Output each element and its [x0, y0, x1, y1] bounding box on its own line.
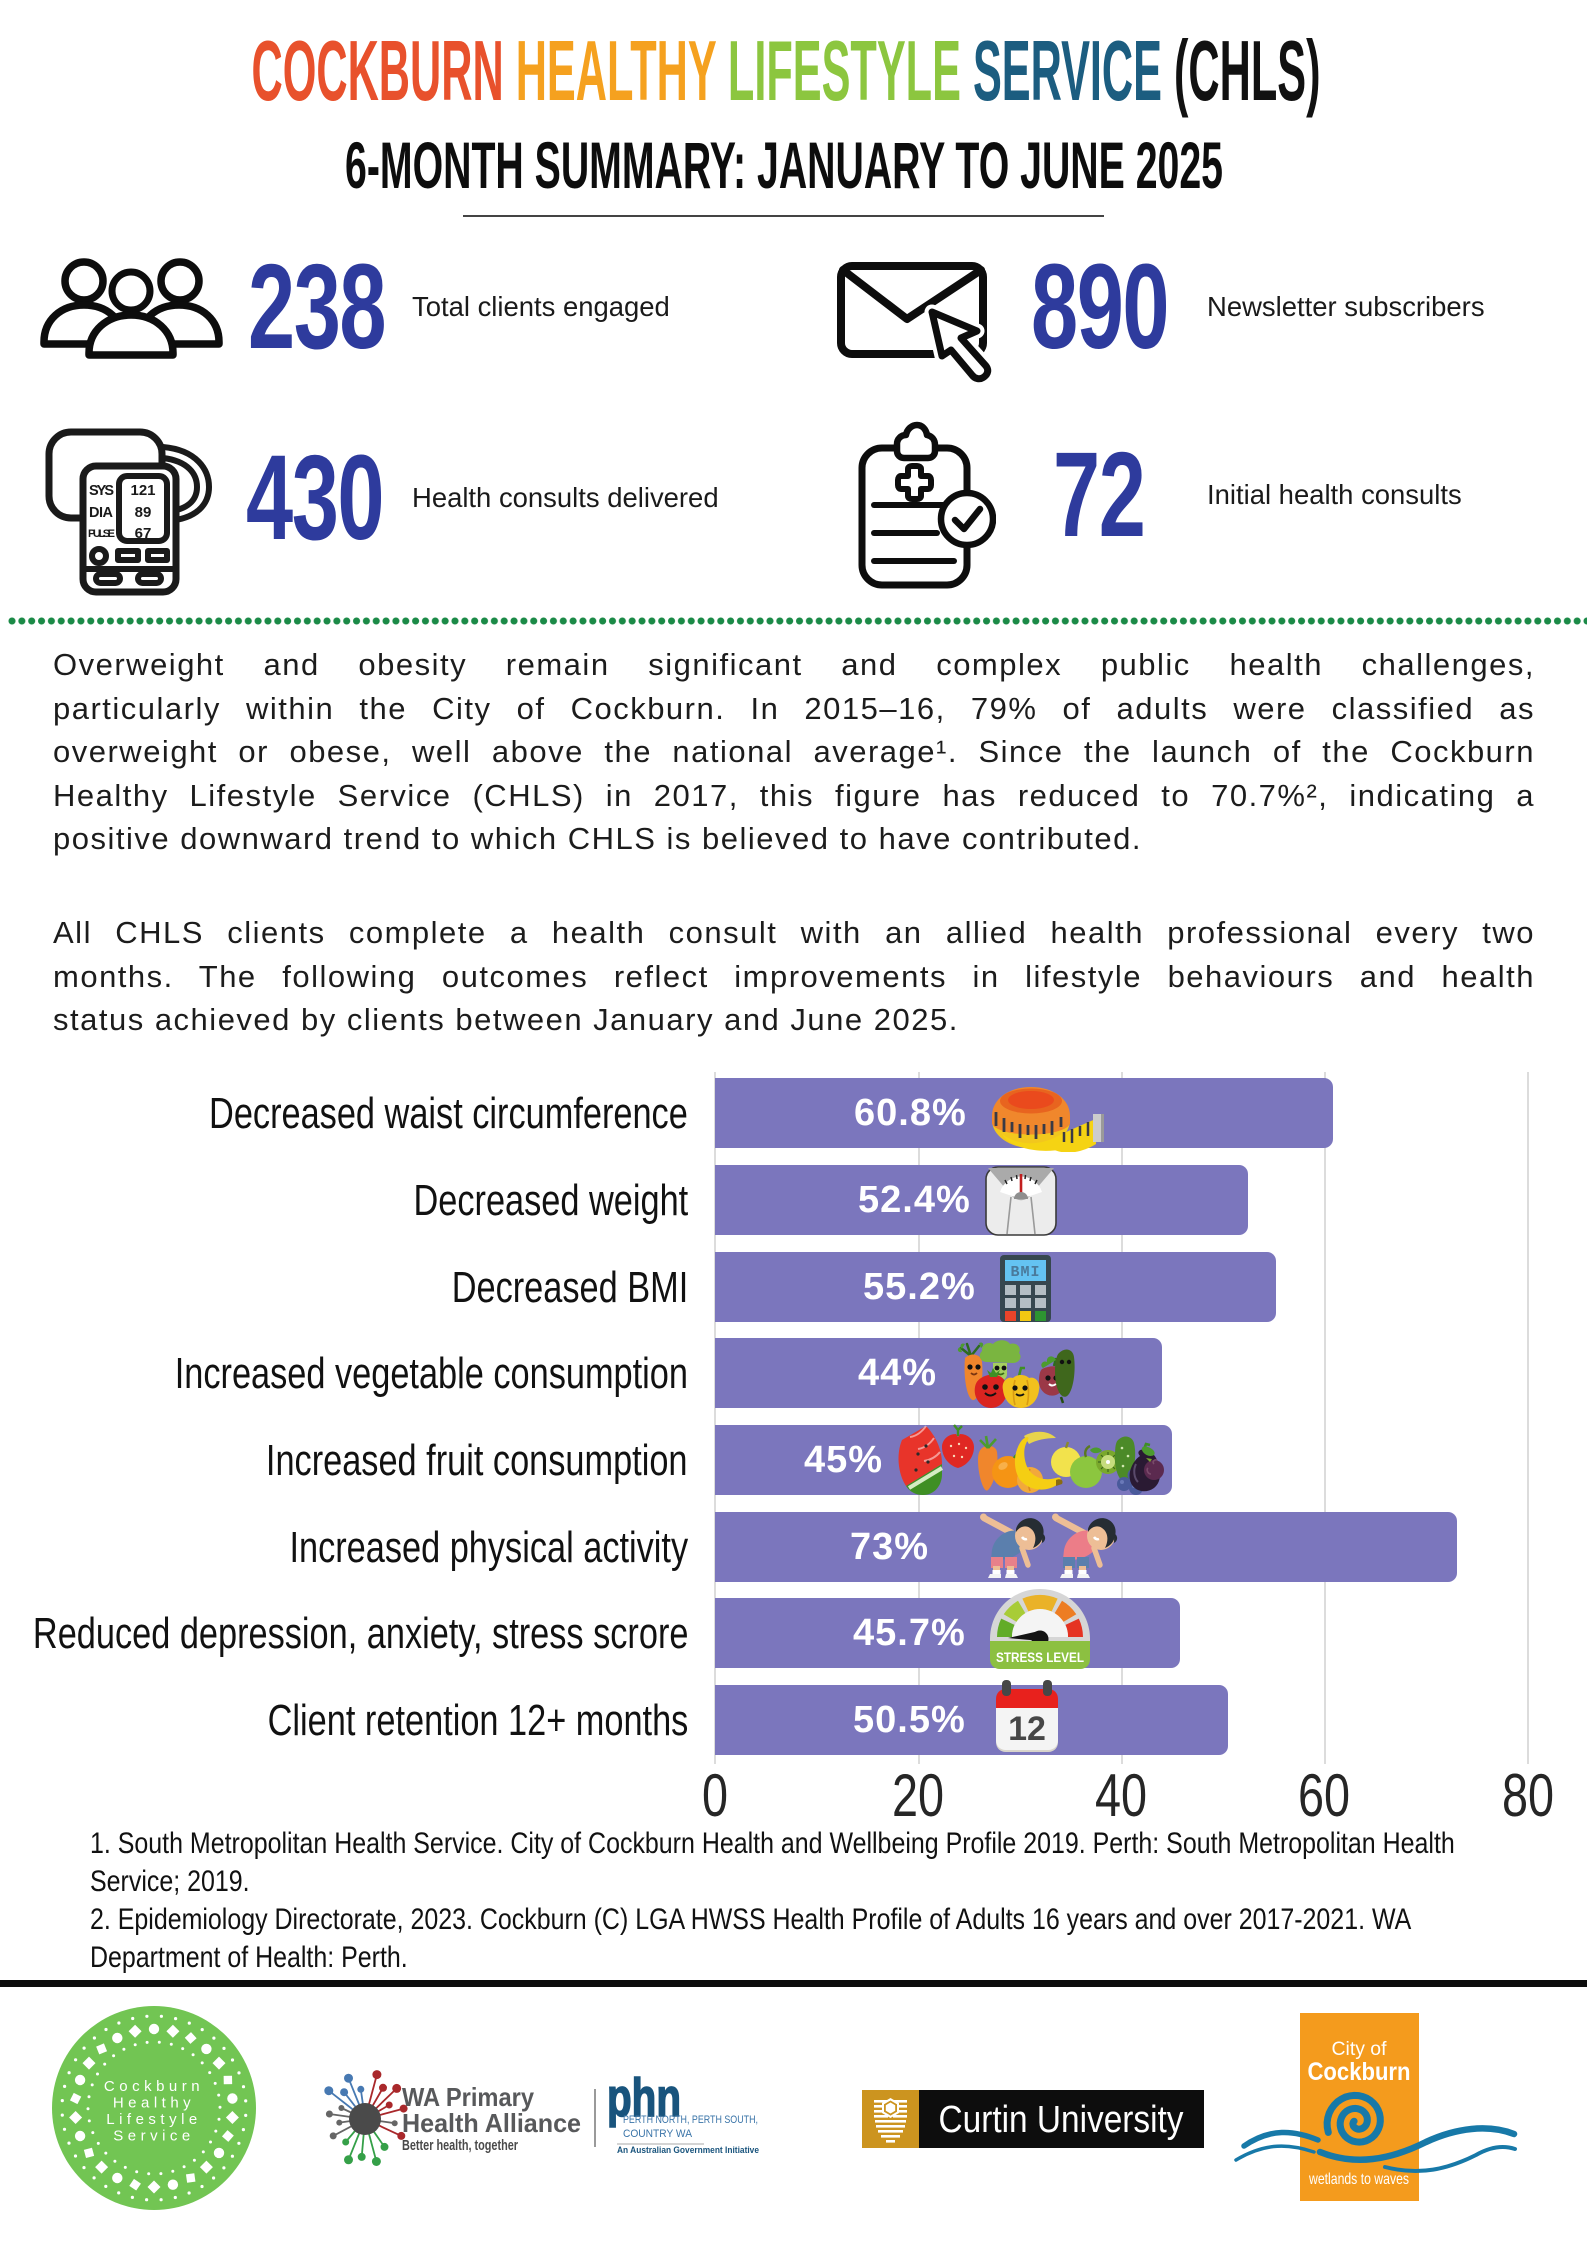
svg-text:STRESS LEVEL: STRESS LEVEL [996, 1650, 1084, 1665]
svg-text:Lifestyle: Lifestyle [106, 2111, 202, 2128]
svg-text:DIA: DIA [89, 505, 114, 521]
svg-text:An Australian Government Initi: An Australian Government Initiative [617, 2145, 759, 2156]
svg-text:Cockburn: Cockburn [104, 2078, 204, 2095]
svg-text:12: 12 [1008, 1710, 1046, 1748]
svg-text:Service: Service [113, 2128, 195, 2145]
svg-text:PULSE: PULSE [88, 528, 115, 540]
svg-text:Healthy: Healthy [113, 2095, 195, 2112]
svg-text:COCKBURN HEALTHY LIFESTYLE SER: COCKBURN HEALTHY LIFESTYLE SERVICE (CHLS… [252, 24, 1321, 119]
svg-text:Better health, together: Better health, together [402, 2138, 518, 2154]
svg-text:Cockburn: Cockburn [1308, 2058, 1411, 2086]
svg-text:6-MONTH SUMMARY: JANUARY TO JU: 6-MONTH SUMMARY: JANUARY TO JUNE 2025 [345, 128, 1223, 202]
svg-text:89: 89 [135, 504, 152, 521]
svg-text:City of: City of [1332, 2039, 1388, 2060]
svg-text:67: 67 [135, 525, 152, 542]
svg-text:121: 121 [130, 482, 155, 499]
svg-text:WA Primary: WA Primary [402, 2082, 534, 2112]
svg-text:SYS: SYS [89, 483, 114, 499]
svg-text:wetlands to waves: wetlands to waves [1308, 2171, 1409, 2188]
svg-text:Health Alliance: Health Alliance [402, 2108, 581, 2138]
svg-text:BMI: BMI [1010, 1264, 1040, 1281]
svg-text:PERTH NORTH, PERTH SOUTH,: PERTH NORTH, PERTH SOUTH, [623, 2114, 758, 2126]
svg-text:phn: phn [607, 2068, 681, 2128]
svg-text:Curtin University: Curtin University [939, 2099, 1184, 2141]
svg-text:COUNTRY WA: COUNTRY WA [623, 2128, 693, 2140]
